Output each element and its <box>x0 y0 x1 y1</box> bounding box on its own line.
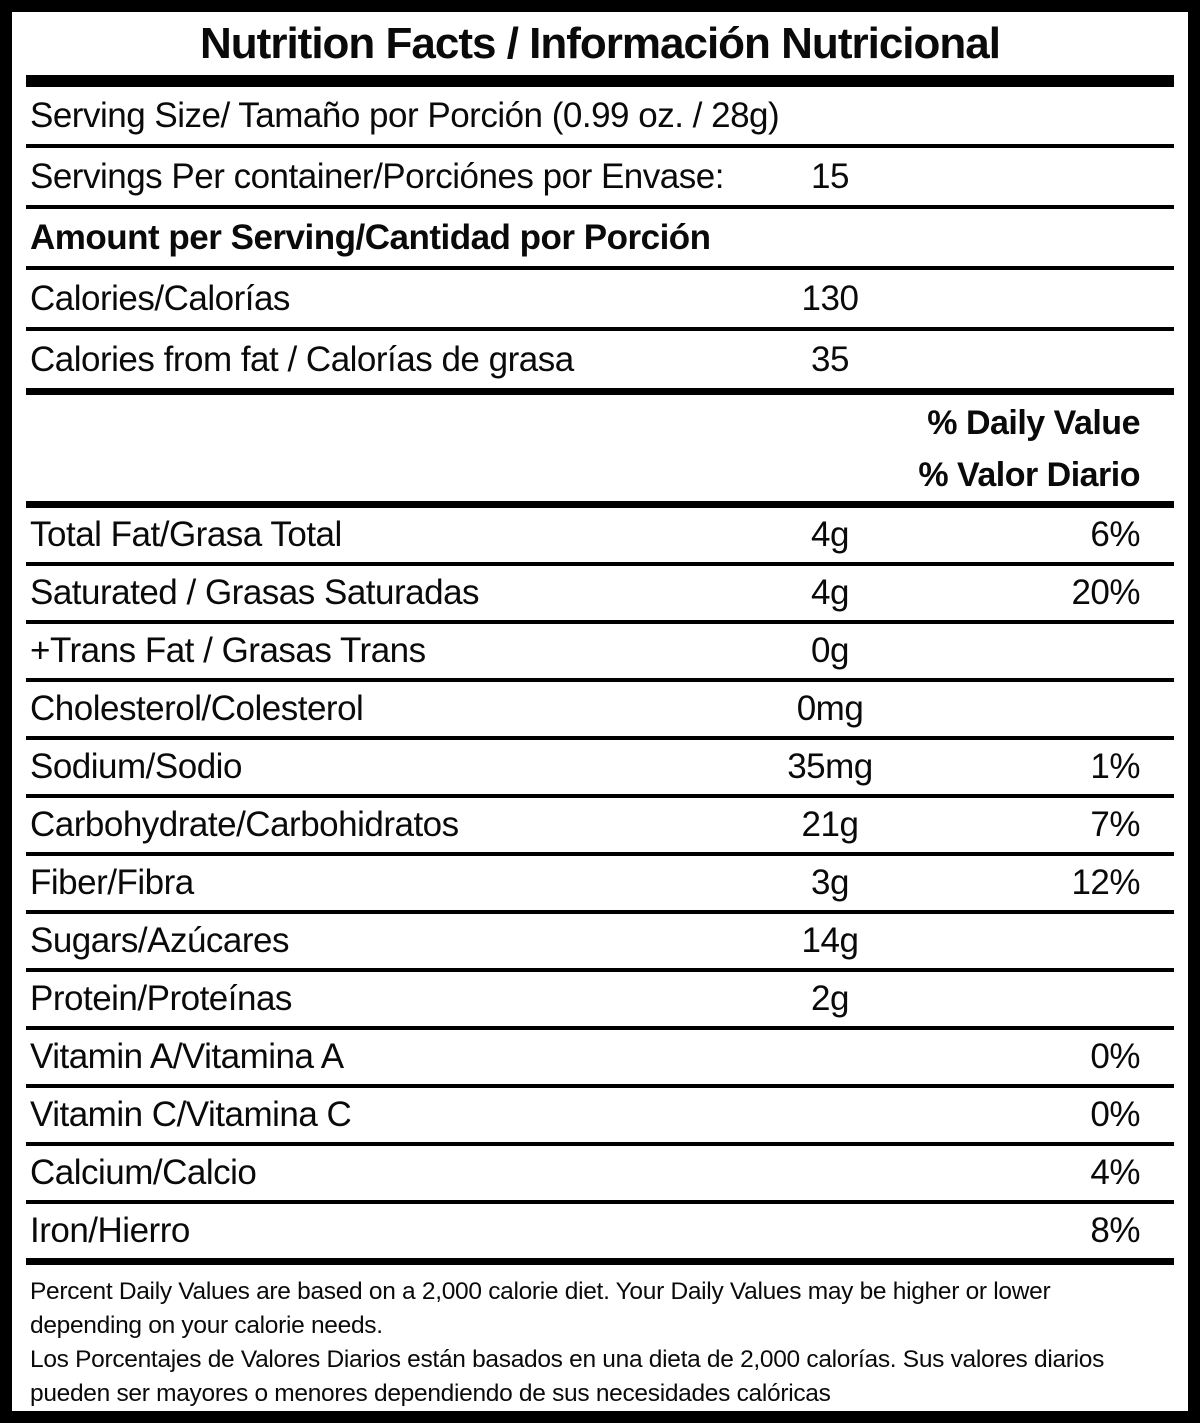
nutrient-amount: 0g <box>811 631 849 670</box>
nutrient-row: Vitamin A/Vitamina A 0% <box>26 1030 1174 1088</box>
nutrient-row: Sodium/Sodio 35mg 1% <box>26 740 1174 798</box>
calories-label: Calories/Calorías <box>30 278 290 318</box>
label-title: Nutrition Facts / Información Nutriciona… <box>200 19 1001 68</box>
nutrient-label: Saturated / Grasas Saturadas <box>30 573 480 612</box>
nutrient-amount: 2g <box>811 979 849 1018</box>
nutrient-amount: 14g <box>801 921 859 960</box>
nutrient-row: Saturated / Grasas Saturadas 4g 20% <box>26 566 1174 624</box>
nutrient-amount: 35mg <box>787 747 873 786</box>
nutrient-label: Iron/Hierro <box>30 1211 190 1250</box>
nutrient-daily-value: 0% <box>1090 1037 1140 1076</box>
calories-from-fat-label: Calories from fat / Calorías de grasa <box>30 339 574 379</box>
nutrient-amount: 4g <box>811 573 849 612</box>
footnote-english: Percent Daily Values are based on a 2,00… <box>30 1278 1051 1339</box>
serving-size-label: Serving Size/ Tamaño por Porción (0.99 o… <box>30 95 780 135</box>
nutrient-amount: 4g <box>811 515 849 554</box>
daily-value-header-es: % Valor Diario <box>918 456 1140 494</box>
nutrient-daily-value: 6% <box>1090 515 1140 554</box>
nutrient-label: Sugars/Azúcares <box>30 921 290 960</box>
nutrient-row: +Trans Fat / Grasas Trans 0g <box>26 624 1174 682</box>
nutrient-label: +Trans Fat / Grasas Trans <box>30 631 426 670</box>
footnote-spanish: Los Porcentajes de Valores Diarios están… <box>30 1346 1105 1407</box>
nutrient-amount: 3g <box>811 863 849 902</box>
nutrient-daily-value: 4% <box>1090 1153 1140 1192</box>
nutrient-row: Calcium/Calcio 4% <box>26 1146 1174 1204</box>
nutrient-daily-value: 1% <box>1090 747 1140 786</box>
nutrient-label: Sodium/Sodio <box>30 747 242 786</box>
nutrient-row: Sugars/Azúcares 14g <box>26 914 1174 972</box>
servings-per-container-value: 15 <box>811 156 849 196</box>
nutrient-amount: 0mg <box>796 689 864 728</box>
calories-from-fat-row: Calories from fat / Calorías de grasa 35 <box>26 331 1174 395</box>
nutrient-label: Vitamin A/Vitamina A <box>30 1037 344 1076</box>
nutrient-label: Vitamin C/Vitamina C <box>30 1095 352 1134</box>
calories-row: Calories/Calorías 130 <box>26 270 1174 331</box>
nutrient-daily-value: 8% <box>1090 1211 1140 1250</box>
nutrient-row: Cholesterol/Colesterol 0mg <box>26 682 1174 740</box>
servings-per-container-label: Servings Per container/Porciónes por Env… <box>30 156 724 196</box>
nutrient-row: Total Fat/Grasa Total 4g 6% <box>26 508 1174 566</box>
nutrient-label: Calcium/Calcio <box>30 1153 257 1192</box>
nutrient-label: Protein/Proteínas <box>30 979 292 1018</box>
serving-size-row: Serving Size/ Tamaño por Porción (0.99 o… <box>26 87 1174 148</box>
daily-value-header-en: % Daily Value <box>927 404 1140 442</box>
footnotes: Percent Daily Values are based on a 2,00… <box>12 1265 1188 1411</box>
daily-value-header: % Daily Value % Valor Diario <box>26 395 1174 508</box>
nutrient-row: Carbohydrate/Carbohidratos 21g 7% <box>26 798 1174 856</box>
nutrient-rows: Total Fat/Grasa Total 4g 6% Saturated / … <box>12 508 1188 1265</box>
amount-per-serving-label: Amount per Serving/Cantidad por Porción <box>30 217 711 257</box>
nutrient-daily-value: 7% <box>1090 805 1140 844</box>
nutrient-daily-value: 20% <box>1071 573 1140 612</box>
calories-value: 130 <box>801 278 859 318</box>
title-separator-bar <box>26 75 1174 87</box>
nutrient-row: Iron/Hierro 8% <box>26 1204 1174 1265</box>
nutrient-label: Cholesterol/Colesterol <box>30 689 364 728</box>
nutrient-row: Protein/Proteínas 2g <box>26 972 1174 1030</box>
nutrient-label: Carbohydrate/Carbohidratos <box>30 805 459 844</box>
nutrient-daily-value: 0% <box>1090 1095 1140 1134</box>
amount-per-serving-row: Amount per Serving/Cantidad por Porción <box>26 209 1174 270</box>
nutrient-daily-value: 12% <box>1071 863 1140 902</box>
calories-from-fat-value: 35 <box>811 339 849 379</box>
nutrient-label: Fiber/Fibra <box>30 863 194 902</box>
nutrient-label: Total Fat/Grasa Total <box>30 515 342 554</box>
nutrient-amount: 21g <box>801 805 859 844</box>
nutrient-row: Fiber/Fibra 3g 12% <box>26 856 1174 914</box>
nutrient-row: Vitamin C/Vitamina C 0% <box>26 1088 1174 1146</box>
servings-per-container-row: Servings Per container/Porciónes por Env… <box>26 148 1174 209</box>
